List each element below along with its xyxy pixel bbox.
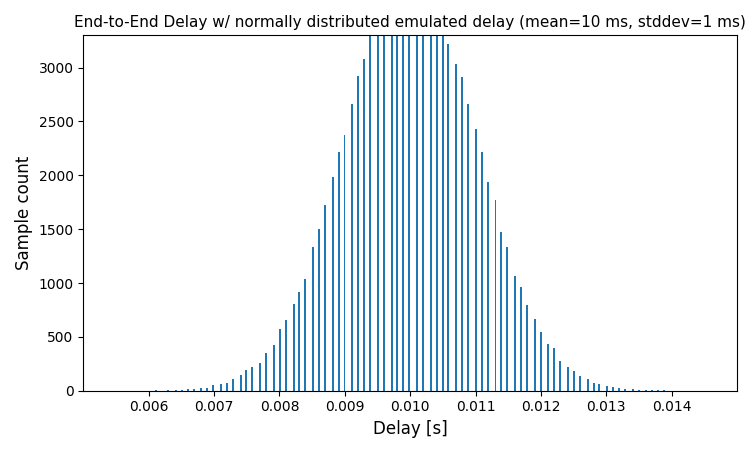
Bar: [467, 104, 469, 391]
Bar: [430, 0, 432, 391]
Bar: [573, 371, 575, 391]
Bar: [383, 0, 385, 391]
Bar: [514, 276, 516, 391]
Bar: [475, 129, 477, 391]
Bar: [193, 389, 195, 391]
Bar: [293, 304, 295, 391]
Bar: [441, 3, 444, 391]
Y-axis label: Sample count: Sample count: [15, 156, 33, 270]
Bar: [167, 390, 169, 391]
Bar: [455, 64, 457, 391]
Bar: [567, 367, 569, 391]
Bar: [553, 348, 555, 391]
Bar: [487, 182, 489, 391]
Bar: [273, 345, 275, 391]
Bar: [200, 388, 202, 391]
Bar: [520, 287, 522, 391]
Bar: [500, 232, 502, 391]
Bar: [402, 0, 405, 391]
Bar: [305, 279, 306, 391]
Bar: [624, 389, 626, 391]
Bar: [612, 387, 614, 391]
Bar: [632, 389, 634, 391]
Bar: [351, 104, 353, 391]
Bar: [481, 152, 483, 391]
Bar: [651, 390, 653, 391]
Bar: [245, 370, 247, 391]
Bar: [461, 77, 463, 391]
Bar: [390, 0, 393, 391]
Bar: [338, 152, 340, 391]
Bar: [638, 390, 640, 391]
Bar: [363, 59, 365, 391]
Bar: [312, 247, 314, 391]
Bar: [377, 10, 379, 391]
Bar: [416, 0, 418, 391]
Bar: [579, 376, 581, 391]
Bar: [526, 305, 528, 391]
Bar: [232, 379, 234, 391]
Bar: [559, 361, 561, 391]
Bar: [332, 177, 334, 391]
Bar: [212, 385, 214, 391]
Bar: [540, 332, 541, 391]
Bar: [265, 353, 267, 391]
Bar: [186, 389, 189, 391]
Bar: [447, 44, 450, 391]
Bar: [606, 386, 608, 391]
Bar: [318, 229, 320, 391]
Bar: [422, 0, 424, 391]
Bar: [547, 344, 550, 391]
Bar: [206, 388, 208, 391]
Bar: [259, 363, 261, 391]
Bar: [435, 0, 438, 391]
Bar: [593, 383, 595, 391]
Bar: [599, 384, 600, 391]
Bar: [645, 390, 647, 391]
Bar: [506, 246, 508, 391]
Bar: [618, 389, 620, 391]
Bar: [251, 367, 253, 391]
Bar: [534, 318, 535, 391]
Bar: [344, 135, 345, 391]
Bar: [357, 77, 359, 391]
Bar: [495, 200, 496, 391]
Bar: [279, 329, 280, 391]
Bar: [226, 383, 228, 391]
Bar: [408, 0, 410, 391]
Bar: [396, 0, 399, 391]
Bar: [587, 379, 589, 391]
Bar: [324, 205, 326, 391]
Bar: [220, 384, 222, 391]
Bar: [240, 375, 241, 391]
Bar: [285, 320, 287, 391]
Bar: [299, 292, 300, 391]
X-axis label: Delay [s]: Delay [s]: [373, 420, 447, 438]
Title: End-to-End Delay w/ normally distributed emulated delay (mean=10 ms, stddev=1 ms: End-to-End Delay w/ normally distributed…: [74, 15, 746, 30]
Bar: [369, 31, 371, 391]
